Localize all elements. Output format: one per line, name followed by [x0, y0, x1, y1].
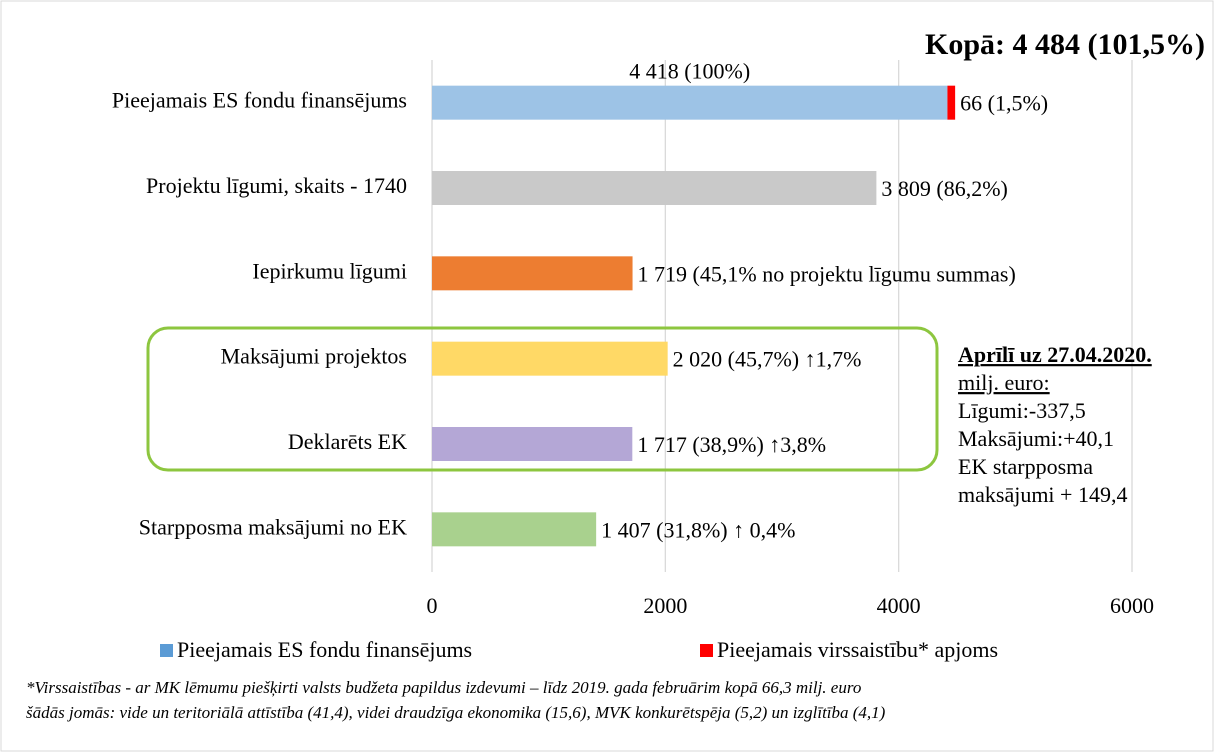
bar	[432, 341, 668, 376]
bar	[432, 427, 633, 461]
bar	[432, 85, 948, 120]
grid	[431, 60, 1133, 572]
x-tick-label: 0	[427, 593, 438, 618]
annotation: EK starpposma	[958, 454, 1093, 479]
x-tick-label: 4000	[877, 593, 921, 618]
legend-swatch	[700, 644, 713, 657]
x-tick-label: 6000	[1110, 593, 1154, 618]
y-tick-label: Starpposma maksājumi no EK	[139, 514, 407, 539]
highlight-box	[146, 326, 939, 472]
data-label: 3 809 (86,2%)	[881, 176, 1007, 201]
footnote: *Virssaistības - ar MK lēmumu piešķirti …	[26, 678, 861, 697]
bar	[432, 256, 633, 291]
bar	[432, 171, 877, 205]
y-tick-label: Pieejamais ES fondu finansējums	[112, 88, 407, 113]
footnote: šādās jomās: vide un teritoriālā attīstī…	[26, 703, 886, 722]
bar	[432, 512, 597, 547]
y-tick-label: Projektu līgumi, skaits - 1740	[146, 173, 407, 198]
y-tick-label: Maksājumi projektos	[221, 344, 407, 369]
legend-label: Pieejamais ES fondu finansējums	[177, 637, 472, 662]
legend-swatch	[160, 644, 173, 657]
data-label: 66 (1,5%)	[960, 91, 1048, 116]
annotation: maksājumi + 149,4	[958, 482, 1127, 507]
annotation: Līgumi:-337,5	[958, 398, 1086, 423]
x-tick-label: 2000	[643, 593, 687, 618]
annotation: Aprīlī uz 27.04.2020.	[958, 342, 1152, 367]
annotation: Maksājumi:+40,1	[958, 426, 1114, 451]
data-label: 2 020 (45,7%) ↑1,7%	[673, 347, 862, 372]
chart-title: Kopā: 4 484 (101,5%)	[925, 28, 1205, 61]
data-label: 1 717 (38,9%) ↑3,8%	[637, 432, 826, 457]
data-label: 4 418 (100%)	[629, 59, 750, 84]
bar	[947, 85, 956, 120]
data-label: 1 719 (45,1% no projektu līgumu summas)	[638, 261, 1016, 286]
y-tick-label: Iepirkumu līgumi	[252, 258, 407, 283]
annotation: milj. euro:	[958, 370, 1050, 395]
y-tick-label: Deklarēts EK	[288, 429, 407, 454]
legend-label: Pieejamais virssaistību* apjoms	[717, 637, 998, 662]
data-label: 1 407 (31,8%) ↑ 0,4%	[601, 517, 795, 542]
